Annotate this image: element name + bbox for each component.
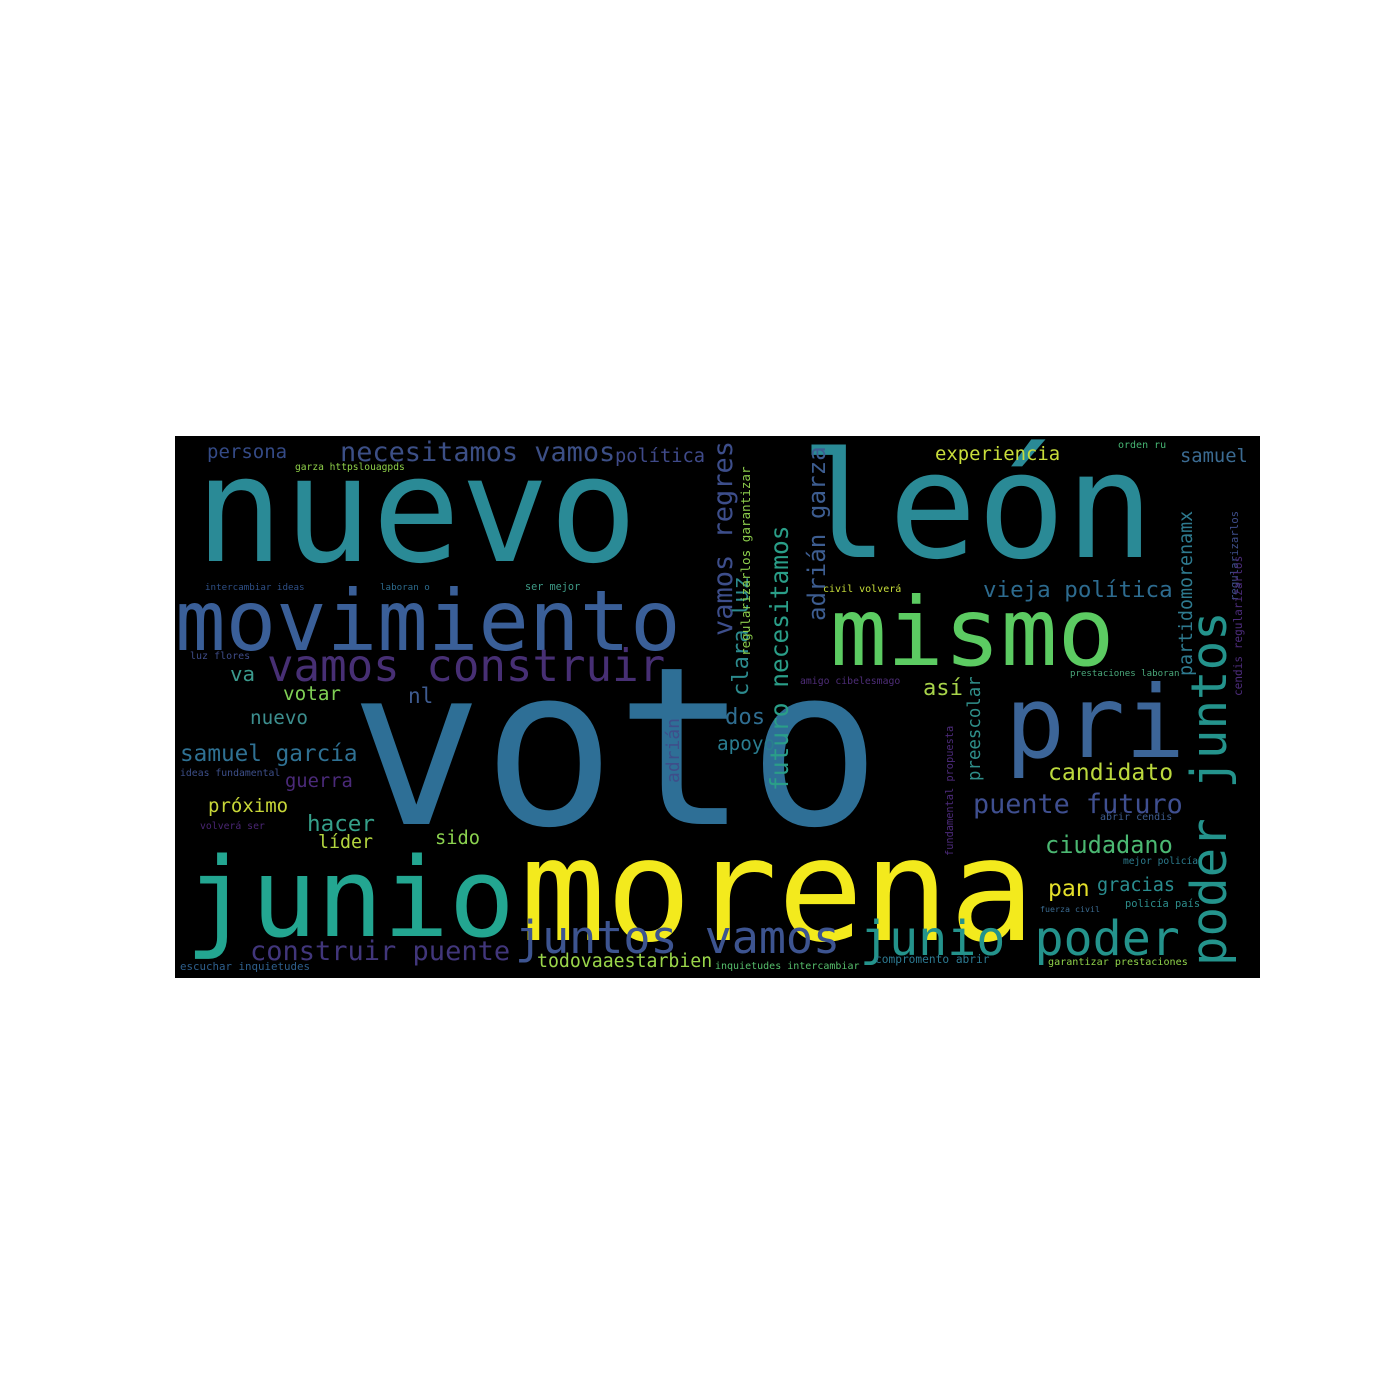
word-21: puente futuro bbox=[973, 788, 1183, 820]
word-3: morena bbox=[520, 807, 1036, 974]
word-61: fuerza civil bbox=[1040, 903, 1100, 914]
word-25: persona bbox=[207, 440, 288, 463]
word-36: nl bbox=[408, 683, 434, 708]
word-32: apoyo bbox=[717, 732, 776, 756]
word-35: nuevo bbox=[250, 706, 309, 730]
word-44: gracias bbox=[1097, 874, 1175, 896]
word-27: ciudadano bbox=[1045, 831, 1173, 860]
word-58: fundamental propuesta bbox=[944, 725, 956, 856]
word-43: pan bbox=[1048, 876, 1090, 903]
word-46: garza httpslouagpds bbox=[295, 462, 405, 474]
word-30: así bbox=[923, 675, 963, 702]
word-48: laboran o bbox=[380, 582, 430, 594]
word-37: va bbox=[230, 661, 256, 686]
word-cloud: nuevo león voto morena junio movimiento mismo p… bbox=[175, 436, 1260, 978]
word-47: intercambiar ideas bbox=[205, 582, 305, 594]
word-50: civil volverá bbox=[823, 584, 902, 595]
word-7: pri bbox=[1005, 664, 1186, 782]
word-65: garantizar prestaciones bbox=[1048, 956, 1188, 968]
word-34: votar bbox=[283, 682, 342, 706]
word-39: próximo bbox=[208, 794, 289, 817]
word-33: dos bbox=[725, 703, 766, 730]
word-28: todovaaestarbien bbox=[537, 950, 713, 972]
word-57: regularizarlos garantizar bbox=[738, 466, 753, 656]
word-49: ser mejor bbox=[525, 581, 581, 593]
word-29: preescolar bbox=[965, 676, 985, 781]
word-6: mismo bbox=[830, 577, 1115, 688]
word-23: experiencia bbox=[935, 442, 1061, 465]
word-45: compromento abrir bbox=[875, 953, 990, 967]
word-5: movimiento bbox=[175, 572, 681, 670]
word-38: guerra bbox=[285, 770, 353, 792]
word-52: luz flores bbox=[190, 651, 251, 662]
word-22: partidomorenamx bbox=[1176, 510, 1197, 676]
word-26: candidato bbox=[1048, 760, 1174, 787]
word-4: junio bbox=[185, 833, 515, 962]
word-60: mejor policía bbox=[1123, 856, 1199, 868]
word-59: abrir cendis bbox=[1100, 812, 1173, 823]
word-15: construir puente bbox=[250, 936, 511, 968]
word-54: prestaciones laboran bbox=[1070, 669, 1180, 680]
word-1: león bbox=[800, 436, 1155, 592]
word-51: orden ru bbox=[1118, 440, 1167, 451]
word-8: vamos construir bbox=[267, 640, 666, 692]
word-63: escuchar inquietudes bbox=[180, 959, 311, 973]
word-56: volverá ser bbox=[200, 821, 265, 833]
word-64: inquietudes intercambiar bbox=[715, 960, 860, 972]
word-53: amigo cibelesmago bbox=[800, 676, 901, 688]
word-19: vamos regres bbox=[708, 440, 739, 636]
word-12: junio poder bbox=[860, 910, 1180, 967]
word-67: cendis regularizarlos bbox=[1232, 555, 1245, 696]
word-55: ideas fundamental bbox=[180, 768, 281, 780]
word-31: adrián bbox=[663, 717, 684, 783]
word-0: nuevo bbox=[195, 436, 638, 596]
word-41: líder bbox=[318, 831, 374, 853]
word-40: hacer bbox=[307, 810, 376, 837]
word-42: sido bbox=[435, 827, 481, 849]
word-14: samuel garcía bbox=[180, 740, 358, 767]
word-2: voto bbox=[350, 619, 882, 877]
word-24: samuel bbox=[1180, 445, 1248, 467]
word-20: vieja política bbox=[983, 576, 1173, 603]
word-62: policía país bbox=[1125, 897, 1201, 910]
word-11: juntos vamos bbox=[515, 910, 841, 964]
word-9: necesitamos vamos bbox=[340, 436, 616, 468]
word-10: política bbox=[615, 445, 706, 467]
